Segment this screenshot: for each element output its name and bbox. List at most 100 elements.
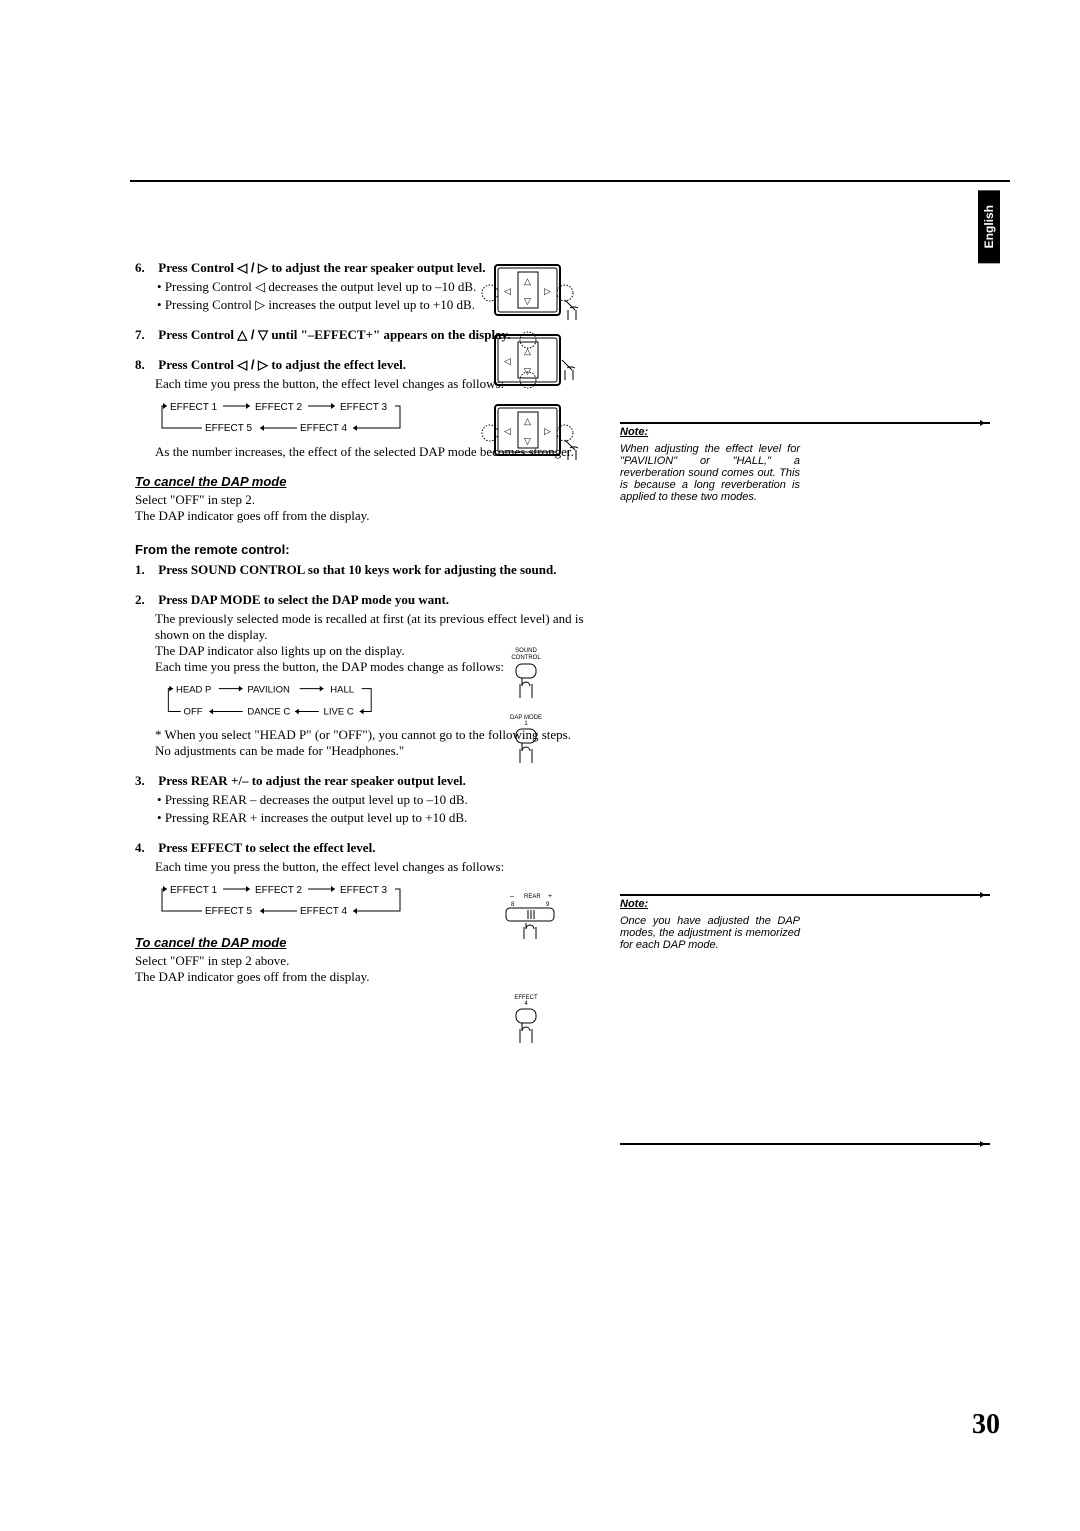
flow-node: EFFECT 1	[170, 402, 217, 413]
cancel-body: Select "OFF" in step 2.	[135, 492, 585, 508]
svg-text:△: △	[524, 276, 531, 286]
triangle-left-icon: ◁	[255, 279, 265, 294]
header-rule	[130, 180, 1010, 182]
effect-flow-diagram: EFFECT 1 EFFECT 2 EFFECT 3 EFFECT 4 EFFE…	[150, 398, 440, 438]
step-number: 7.	[135, 327, 155, 343]
effect-button-figure: EFFECT4	[510, 995, 546, 1049]
text: Pressing REAR – decreases the output lev…	[165, 792, 468, 807]
step-number: 3.	[135, 773, 155, 789]
note-text: When adjusting the effect level for "PAV…	[620, 443, 800, 503]
note-2: Note: Once you have adjusted the DAP mod…	[620, 892, 990, 1147]
text: Each time you press the button, the effe…	[155, 859, 585, 875]
flow-node: EFFECT 2	[255, 402, 302, 413]
note-box: Note: When adjusting the effect level fo…	[620, 426, 990, 503]
step-number: 6.	[135, 260, 155, 276]
flow-node: EFFECT 2	[255, 885, 302, 896]
svg-text:▷: ▷	[544, 286, 551, 296]
flow-node: EFFECT 4	[300, 423, 347, 434]
flow-node: EFFECT 3	[340, 402, 387, 413]
text: 4	[524, 1001, 527, 1007]
svg-text:▷: ▷	[544, 426, 551, 436]
note-text: Once you have adjusted the DAP modes, th…	[620, 915, 800, 951]
text: increases the output level up to +10 dB.	[265, 297, 475, 312]
dap-mode-button-figure: DAP MODE1	[510, 715, 546, 769]
flow-node: HALL	[330, 684, 354, 695]
control-pad-lr-icon: △ ▽ ◁ ▷	[470, 260, 600, 330]
flow-node: OFF	[184, 706, 203, 717]
control-pad-lr-icon-2: △ ▽ ◁ ▷	[470, 400, 600, 470]
language-tab: English	[978, 190, 1000, 263]
remote-button-icon	[510, 727, 546, 769]
bullet: • Pressing REAR + increases the output l…	[167, 810, 585, 826]
text: to adjust the effect level.	[268, 357, 406, 372]
step-number: 4.	[135, 840, 155, 856]
step-title: Press DAP MODE to select the DAP mode yo…	[158, 592, 449, 607]
control-lr-icon: ◁ / ▷	[237, 260, 268, 275]
remote-heading: From the remote control:	[135, 542, 585, 557]
text: decreases the output level up to –10 dB.	[265, 279, 476, 294]
text: The previously selected mode is recalled…	[155, 611, 585, 643]
dap-flow-diagram: HEAD P PAVILION HALL LIVE C DANCE C OFF	[150, 681, 440, 721]
svg-text:9: 9	[546, 902, 550, 908]
control-pad-ud-icon: △ ▽ ◁	[470, 330, 600, 400]
text: to adjust the rear speaker output level.	[268, 260, 485, 275]
svg-text:REAR: REAR	[524, 894, 541, 900]
flow-node: EFFECT 1	[170, 885, 217, 896]
text: Press Control	[158, 357, 237, 372]
note-box: Note: Once you have adjusted the DAP mod…	[620, 898, 990, 951]
effect-flow-diagram-2: EFFECT 1 EFFECT 2 EFFECT 3 EFFECT 4 EFFE…	[150, 881, 440, 921]
svg-text:▽: ▽	[524, 296, 531, 306]
step-title: Press Control △ / ▽ until "–EFFECT+" app…	[158, 327, 510, 342]
note-rule	[620, 1141, 990, 1147]
remote-step-1: 1. Press SOUND CONTROL so that 10 keys w…	[135, 562, 585, 578]
step-number: 1.	[135, 562, 155, 578]
sound-control-button-figure: SOUND CONTROL	[510, 648, 546, 704]
step-title: Press Control ◁ / ▷ to adjust the effect…	[158, 357, 406, 372]
svg-text:+: +	[548, 893, 552, 900]
flow-node: DANCE C	[247, 706, 290, 717]
rear-rocker-icon: – REAR + 8 9	[498, 890, 568, 945]
flow-node: LIVE C	[324, 706, 354, 717]
rear-button-figure: – REAR + 8 9	[498, 890, 568, 945]
step-title: Press EFFECT to select the effect level.	[158, 840, 375, 855]
flow-node: HEAD P	[176, 684, 211, 695]
text: Pressing Control	[165, 279, 255, 294]
remote-button-icon	[510, 662, 546, 704]
step-number: 8.	[135, 357, 155, 373]
triangle-right-icon: ▷	[255, 297, 265, 312]
cancel-body: Select "OFF" in step 2 above.	[135, 953, 585, 969]
svg-text:◁: ◁	[504, 286, 511, 296]
remote-step-3: 3. Press REAR +/– to adjust the rear spe…	[135, 773, 585, 826]
control-figures: △ ▽ ◁ ▷ △ ▽ ◁ △ ▽ ◁ ▷	[470, 260, 610, 470]
text: 1	[524, 721, 527, 727]
svg-text:◁: ◁	[504, 356, 511, 366]
svg-text:▽: ▽	[524, 436, 531, 446]
step-body: • Pressing REAR – decreases the output l…	[155, 792, 585, 826]
text: Press Control	[158, 260, 237, 275]
cancel-heading: To cancel the DAP mode	[135, 474, 585, 489]
svg-text:▽: ▽	[524, 366, 531, 376]
bullet: • Pressing REAR – decreases the output l…	[167, 792, 585, 808]
flow-node: EFFECT 4	[300, 906, 347, 917]
button-label: EFFECT4	[510, 995, 542, 1007]
text: Pressing REAR + increases the output lev…	[165, 810, 467, 825]
text: Pressing Control	[165, 297, 255, 312]
page-number: 30	[972, 1409, 1000, 1441]
flow-node: PAVILION	[247, 684, 290, 695]
button-label: DAP MODE1	[510, 715, 542, 727]
svg-text:–: –	[510, 893, 514, 900]
cancel-body: The DAP indicator goes off from the disp…	[135, 508, 585, 524]
svg-text:◁: ◁	[504, 426, 511, 436]
text: Press Control	[158, 327, 237, 342]
flow-node: EFFECT 5	[205, 906, 252, 917]
step-number: 2.	[135, 592, 155, 608]
step-title: Press Control ◁ / ▷ to adjust the rear s…	[158, 260, 485, 275]
note-label: Note:	[620, 898, 990, 910]
note-1: Note: When adjusting the effect level fo…	[620, 420, 990, 503]
note-label: Note:	[620, 426, 990, 438]
control-ud-icon: △ / ▽	[237, 327, 268, 342]
button-label: SOUND CONTROL	[510, 648, 542, 662]
step-title: Press REAR +/– to adjust the rear speake…	[158, 773, 466, 788]
remote-button-icon	[510, 1007, 546, 1049]
control-lr-icon: ◁ / ▷	[237, 357, 268, 372]
